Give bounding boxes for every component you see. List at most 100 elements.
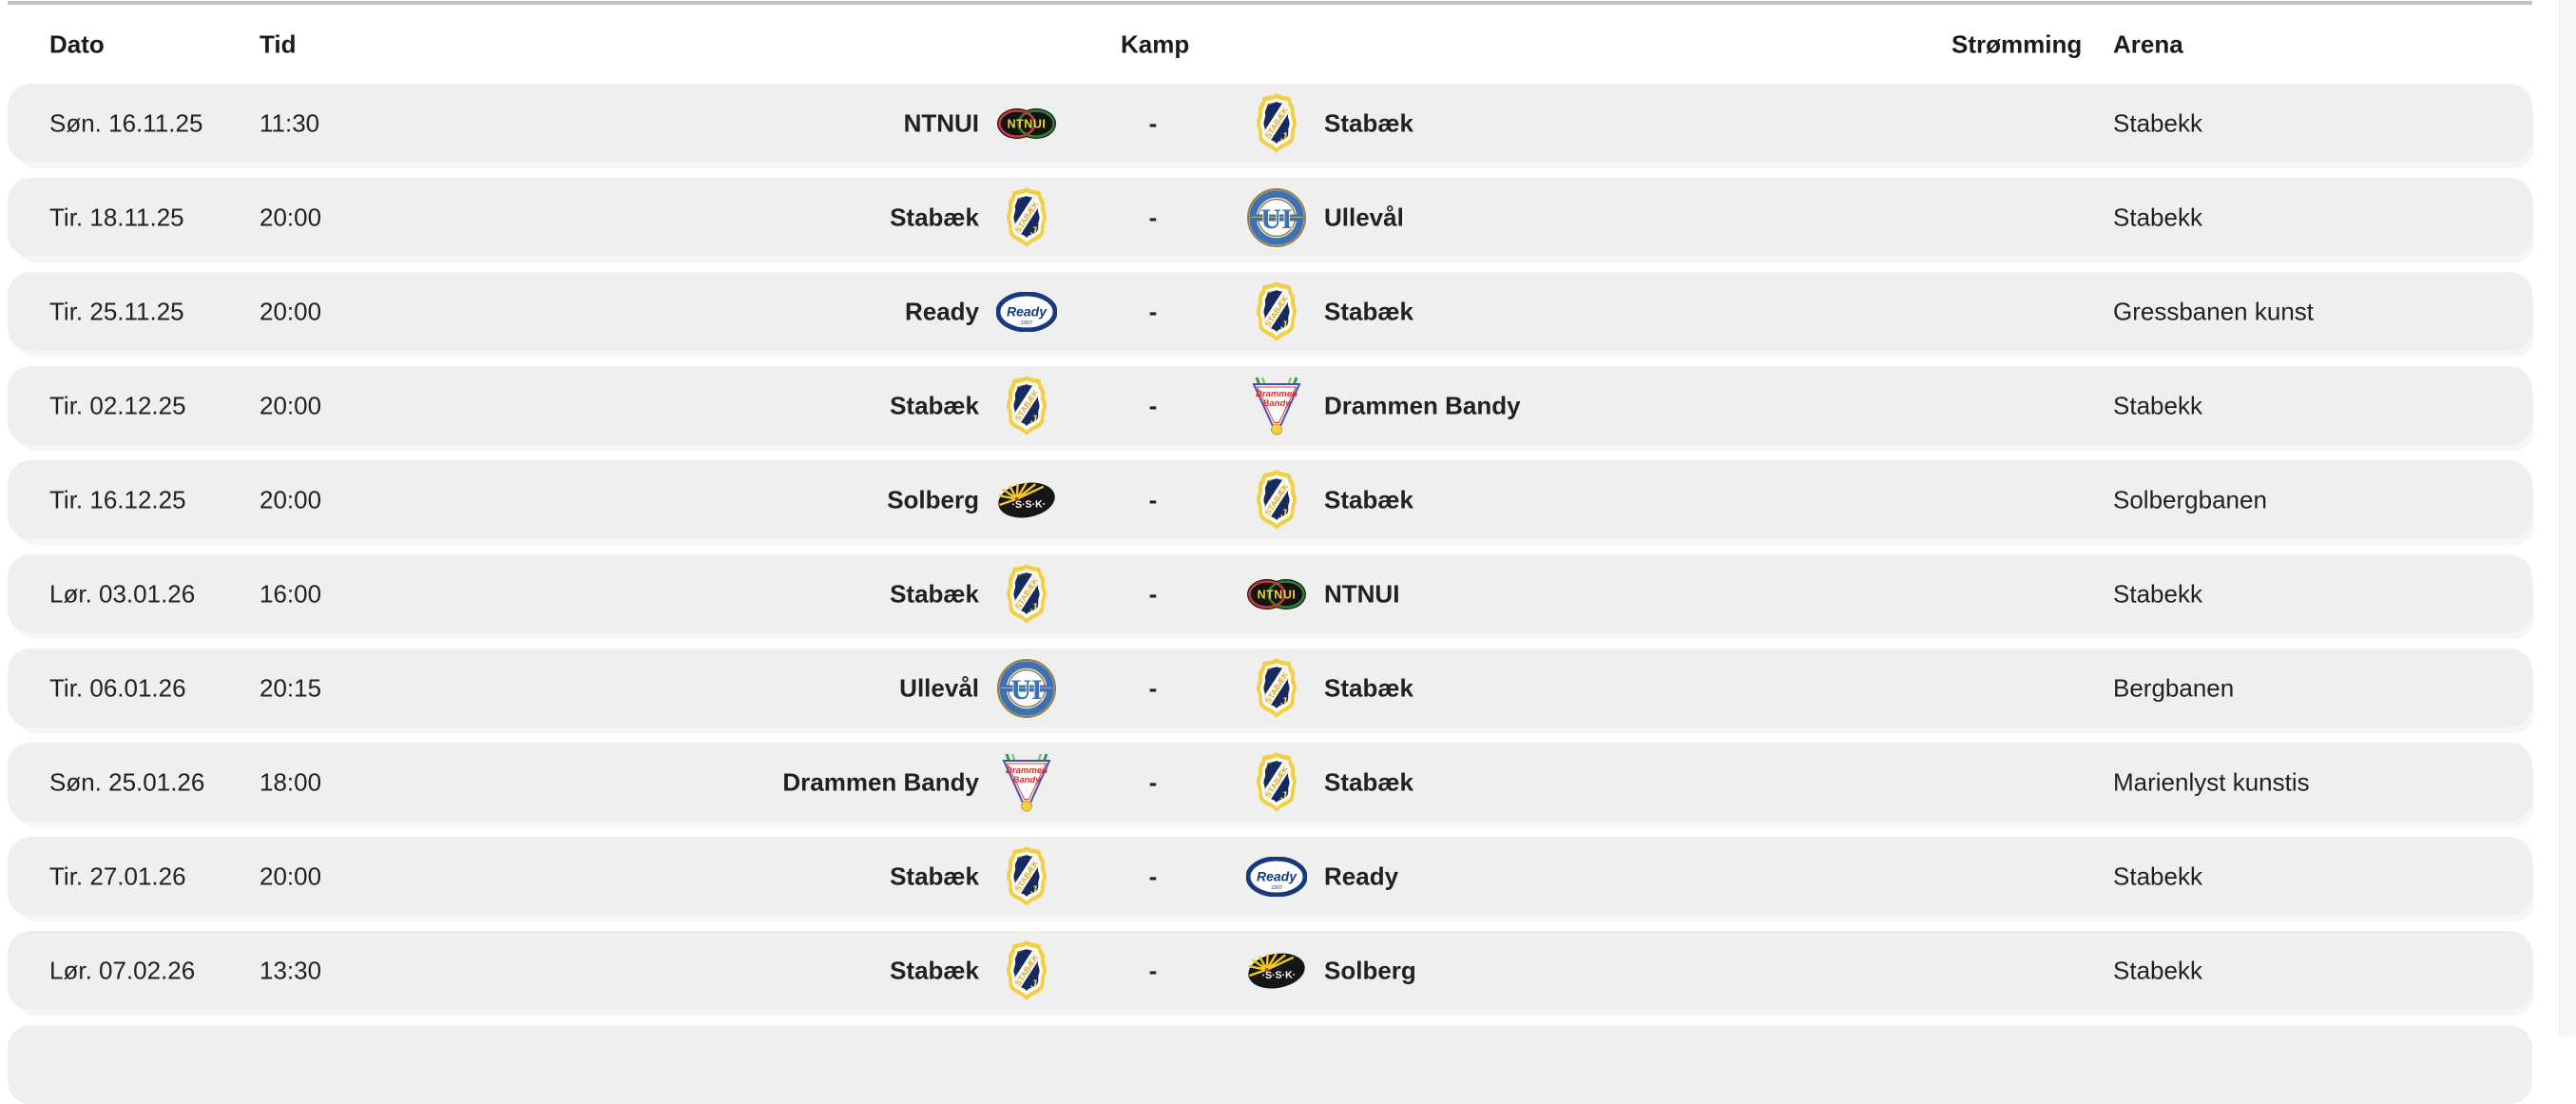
svg-text:JF: JF bbox=[1280, 319, 1295, 332]
match-row[interactable]: Tir. 06.01.2620:15UllevålUI-STABÆKJF1912… bbox=[8, 649, 2532, 727]
away-team-name: Stabæk bbox=[1324, 297, 1413, 325]
home-team-name: Ullevål bbox=[899, 673, 979, 702]
svg-text:Drammen: Drammen bbox=[1256, 389, 1298, 399]
match-separator: - bbox=[1148, 579, 1158, 608]
arena-name: Stabekk bbox=[2113, 203, 2202, 231]
away-team-name: Ullevål bbox=[1324, 203, 1404, 231]
stabaek-logo: STABÆKJF1912 bbox=[1243, 278, 1310, 346]
column-header-arena: Arena bbox=[2113, 29, 2183, 59]
arena-name: Marienlyst kunstis bbox=[2113, 767, 2310, 796]
match-row[interactable]: Lør. 03.01.2616:00StabækSTABÆKJF1912-NTN… bbox=[8, 554, 2532, 633]
column-header-dato: Dato bbox=[49, 29, 105, 59]
svg-text:1912: 1912 bbox=[1260, 759, 1273, 768]
svg-text:JF: JF bbox=[1030, 224, 1045, 238]
match-row[interactable]: Søn. 25.01.26 18:00 Drammen Bandy Drammen Ba… bbox=[8, 743, 2532, 822]
match-separator: - bbox=[1148, 767, 1158, 796]
svg-text:1907: 1907 bbox=[1271, 885, 1282, 891]
match-row[interactable]: Tir. 02.12.2520:00StabækSTABÆKJF1912-Dra… bbox=[8, 366, 2532, 445]
svg-text:1912: 1912 bbox=[1260, 100, 1273, 109]
svg-text:1912: 1912 bbox=[1010, 947, 1023, 957]
column-header-kamp: Kamp bbox=[1121, 29, 1190, 59]
match-row[interactable]: Tir. 25.11.25 20:00 Ready Ready 1907- STABÆK J… bbox=[8, 272, 2532, 351]
svg-text:JF: JF bbox=[1030, 883, 1045, 897]
solberg-logo: ·S·S·K· bbox=[1243, 937, 1310, 1005]
ntnui-logo: NTNUI bbox=[993, 89, 1060, 158]
fixtures-table: Dato Tid Kamp Strømming Arena Søn. 16.11… bbox=[8, 6, 2532, 1104]
ullevaal-logo: UI bbox=[993, 654, 1060, 723]
svg-text:JF: JF bbox=[1280, 695, 1295, 708]
arena-name: Bergbanen bbox=[2113, 673, 2235, 702]
svg-text:JF: JF bbox=[1280, 507, 1295, 520]
match-separator: - bbox=[1148, 485, 1158, 513]
ready-logo: Ready 1907 bbox=[993, 278, 1060, 346]
arena-name: Stabekk bbox=[2113, 579, 2202, 608]
column-header-tid: Tid bbox=[260, 29, 297, 59]
svg-text:1912: 1912 bbox=[1010, 853, 1023, 862]
match-separator: - bbox=[1148, 108, 1158, 137]
away-team-name: Stabæk bbox=[1324, 485, 1413, 513]
match-date: Tir. 06.01.26 bbox=[49, 673, 186, 702]
svg-text:JF: JF bbox=[1030, 413, 1045, 426]
match-row[interactable]: Tir. 27.01.2620:00StabækSTABÆKJF1912-Rea… bbox=[8, 837, 2532, 916]
svg-text:Bandy: Bandy bbox=[1262, 398, 1291, 409]
svg-text:UI: UI bbox=[1260, 203, 1292, 235]
match-date: Tir. 02.12.25 bbox=[49, 391, 186, 419]
home-team-name: Ready bbox=[904, 297, 979, 325]
stabaek-logo: STABÆKJF1912 bbox=[993, 843, 1060, 911]
match-row[interactable]: Tir. 18.11.2520:00StabækSTABÆKJF1912-UIU… bbox=[8, 178, 2532, 257]
away-team-name: Stabæk bbox=[1324, 767, 1413, 796]
top-divider bbox=[8, 1, 2532, 5]
home-team-name: Solberg bbox=[887, 485, 979, 513]
svg-text:UI: UI bbox=[1010, 674, 1042, 706]
stabaek-logo: STABÆKJF1912 bbox=[993, 937, 1060, 1005]
svg-text:Drammen: Drammen bbox=[1006, 765, 1048, 776]
match-row-partial bbox=[8, 1025, 2532, 1104]
svg-text:·S·S·K·: ·S·S·K· bbox=[1261, 969, 1296, 981]
match-time: 20:00 bbox=[260, 862, 322, 890]
match-row[interactable]: Søn. 16.11.2511:30NTNUINTNUI-STABÆKJF191… bbox=[8, 84, 2532, 163]
drammen-logo: Drammen Bandy bbox=[1243, 372, 1310, 440]
away-team-name: NTNUI bbox=[1324, 579, 1400, 608]
home-team-name: Stabæk bbox=[890, 203, 979, 231]
match-date: Tir. 16.12.25 bbox=[49, 485, 186, 513]
ntnui-logo: NTNUI bbox=[1243, 560, 1310, 629]
page-gutter bbox=[2559, 0, 2576, 1036]
away-team-name: Stabæk bbox=[1324, 673, 1413, 702]
svg-text:NTNUI: NTNUI bbox=[1008, 117, 1047, 130]
arena-name: Stabekk bbox=[2113, 391, 2202, 419]
solberg-logo: ·S·S·K· bbox=[993, 466, 1060, 534]
home-team-name: Stabæk bbox=[890, 862, 979, 890]
away-team-name: Stabæk bbox=[1324, 108, 1413, 137]
ullevaal-logo: UI bbox=[1243, 184, 1310, 252]
svg-text:1912: 1912 bbox=[1260, 476, 1273, 486]
svg-text:1907: 1907 bbox=[1021, 320, 1032, 326]
match-row[interactable]: Tir. 16.12.25 20:00 Solberg ·S·S·K· - STABÆK J… bbox=[8, 460, 2532, 539]
home-team-name: NTNUI bbox=[903, 108, 979, 137]
match-date: Lør. 07.02.26 bbox=[49, 956, 196, 984]
match-date: Tir. 27.01.26 bbox=[49, 862, 186, 890]
match-row[interactable]: Lør. 07.02.2613:30StabækSTABÆKJF1912-·S·… bbox=[8, 931, 2532, 1010]
svg-text:JF: JF bbox=[1280, 130, 1295, 144]
match-time: 20:15 bbox=[260, 673, 322, 702]
away-team-name: Ready bbox=[1324, 862, 1399, 890]
stabaek-logo: STABÆKJF1912 bbox=[993, 560, 1060, 629]
svg-text:·S·S·K·: ·S·S·K· bbox=[1011, 498, 1046, 511]
ready-logo: Ready 1907 bbox=[1243, 843, 1310, 911]
match-time: 16:00 bbox=[260, 579, 322, 608]
svg-text:1912: 1912 bbox=[1260, 665, 1273, 674]
match-separator: - bbox=[1148, 673, 1158, 702]
svg-text:Bandy: Bandy bbox=[1012, 775, 1041, 785]
home-team-name: Drammen Bandy bbox=[782, 767, 979, 796]
svg-text:JF: JF bbox=[1280, 789, 1295, 803]
stabaek-logo: STABÆKJF1912 bbox=[993, 372, 1060, 440]
svg-text:JF: JF bbox=[1030, 601, 1045, 614]
match-rows: Søn. 16.11.2511:30NTNUINTNUI-STABÆKJF191… bbox=[8, 84, 2532, 1104]
match-date: Tir. 25.11.25 bbox=[49, 297, 184, 325]
home-team-name: Stabæk bbox=[890, 391, 979, 419]
stabaek-logo: STABÆKJF1912 bbox=[1243, 654, 1310, 723]
drammen-logo: Drammen Bandy bbox=[993, 748, 1060, 817]
stabaek-logo: STABÆKJF1912 bbox=[1243, 748, 1310, 817]
table-header: Dato Tid Kamp Strømming Arena bbox=[8, 6, 2532, 84]
away-team-name: Solberg bbox=[1324, 956, 1416, 984]
match-separator: - bbox=[1148, 297, 1158, 325]
